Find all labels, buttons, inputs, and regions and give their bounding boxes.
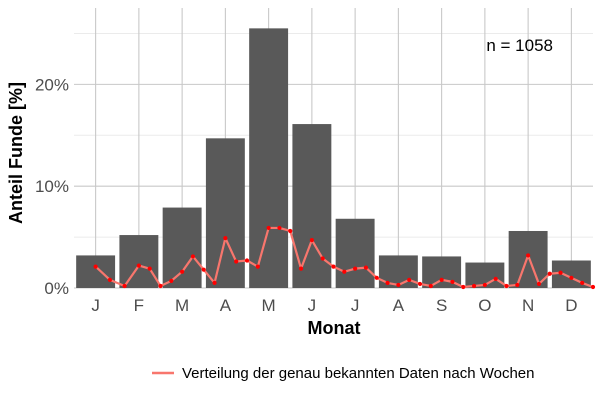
x-tick-label: M: [175, 296, 189, 315]
weekly-point: [255, 264, 260, 269]
bar: [335, 218, 375, 288]
weekly-point: [147, 266, 152, 271]
weekly-point: [569, 275, 574, 280]
y-tick-label: 10%: [35, 177, 69, 196]
x-axis-title: Monat: [308, 318, 361, 338]
x-tick-label: J: [308, 296, 317, 315]
legend-label: Verteilung der genau bekannten Daten nac…: [182, 365, 535, 382]
weekly-point: [558, 270, 563, 275]
weekly-point: [93, 264, 98, 269]
x-tick-label: S: [436, 296, 447, 315]
x-tick-label: A: [220, 296, 232, 315]
bar: [249, 28, 289, 288]
weekly-point: [277, 225, 282, 231]
weekly-point: [590, 284, 596, 290]
x-tick-label: A: [393, 296, 405, 315]
weekly-point: [396, 282, 401, 288]
x-tick-label: N: [522, 296, 534, 315]
weekly-point: [471, 283, 477, 289]
weekly-point: [180, 269, 185, 274]
y-tick-label: 20%: [35, 75, 69, 94]
bars: [76, 28, 591, 288]
bar: [508, 230, 548, 288]
weekly-point: [244, 258, 250, 263]
weekly-point: [407, 277, 412, 282]
x-tick-label: J: [351, 296, 360, 315]
x-tick-label: D: [565, 296, 577, 315]
weekly-point: [201, 267, 206, 272]
weekly-point: [385, 280, 390, 286]
annotation-n: n = 1058: [486, 36, 553, 55]
bar: [205, 138, 245, 288]
minor-gridlines: [74, 32, 593, 238]
weekly-point: [526, 253, 531, 258]
weekly-point: [309, 238, 314, 243]
weekly-point: [515, 282, 520, 288]
weekly-point: [266, 225, 271, 231]
weekly-point: [482, 282, 487, 288]
bar: [76, 255, 116, 288]
weekly-point: [374, 275, 379, 280]
weekly-point: [461, 284, 466, 290]
bar: [119, 235, 159, 288]
legend: Verteilung der genau bekannten Daten nac…: [152, 365, 535, 382]
weekly-point: [547, 271, 552, 276]
x-tick-label: M: [262, 296, 276, 315]
weekly-point: [450, 279, 455, 284]
x-tick-label: F: [134, 296, 144, 315]
weekly-point: [580, 280, 585, 286]
weekly-point: [298, 266, 304, 271]
x-tick-label: O: [478, 296, 491, 315]
weekly-point: [331, 264, 336, 269]
weekly-point: [122, 283, 127, 289]
weekly-point: [288, 228, 293, 234]
x-tick-label: J: [91, 296, 100, 315]
bar: [162, 207, 202, 288]
weekly-point: [342, 269, 347, 274]
weekly-point: [439, 277, 444, 282]
weekly-point: [169, 278, 174, 283]
weekly-point: [136, 263, 141, 268]
weekly-point: [428, 283, 433, 289]
weekly-point: [212, 280, 217, 286]
weekly-point: [190, 254, 196, 259]
weekly-point: [536, 281, 542, 287]
weekly-point: [107, 277, 112, 282]
weekly-point: [234, 259, 239, 264]
y-axis-title: Anteil Funde [%]: [6, 82, 26, 224]
weekly-point: [504, 283, 509, 289]
weekly-point: [363, 265, 369, 270]
y-tick-label: 0%: [44, 279, 69, 298]
bar: [292, 124, 332, 288]
y-tick-labels: 0% 10% 20%: [35, 75, 69, 298]
weekly-point: [353, 266, 358, 271]
weekly-point: [417, 281, 423, 287]
weekly-line: [94, 226, 594, 289]
weekly-point: [158, 283, 163, 289]
weekly-point: [493, 276, 498, 281]
weekly-point: [223, 236, 228, 241]
weekly-distribution-line: [93, 225, 596, 290]
weekly-point: [320, 256, 325, 261]
